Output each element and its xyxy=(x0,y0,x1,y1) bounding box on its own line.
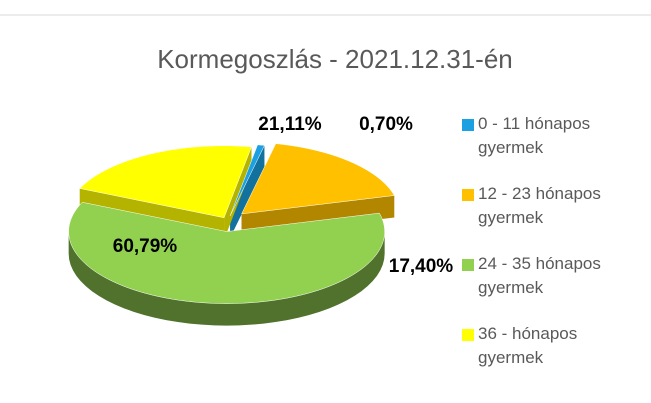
legend-item: 0 - 11 hónapos gyermek xyxy=(462,112,642,182)
chart-title: Kormegoszlás - 2021.12.31-én xyxy=(157,44,513,74)
legend-swatch xyxy=(462,259,474,271)
slice xyxy=(68,202,385,304)
legend: 0 - 11 hónapos gyermek 12 - 23 hónapos gy… xyxy=(462,112,642,392)
data-label: 0,70% xyxy=(359,114,413,135)
data-label: 60,79% xyxy=(113,236,178,257)
data-label: 21,11% xyxy=(258,114,321,135)
legend-label: 24 - 35 hónapos gyermek xyxy=(478,254,601,297)
legend-item: 12 - 23 hónapos gyermek xyxy=(462,182,642,252)
legend-label: 0 - 11 hónapos gyermek xyxy=(478,114,591,157)
slice xyxy=(79,145,252,219)
slice-side xyxy=(68,231,385,326)
legend-item: 36 - hónapos gyermek xyxy=(462,322,642,392)
legend-swatch xyxy=(462,119,474,131)
slice-wall xyxy=(230,145,265,238)
legend-swatch xyxy=(462,189,474,201)
legend-label: 12 - 23 hónapos gyermek xyxy=(478,184,601,227)
legend-swatch xyxy=(462,329,474,341)
slice-wall xyxy=(224,146,252,240)
data-label: 17,40% xyxy=(389,256,454,277)
slice xyxy=(229,144,265,216)
legend-item: 24 - 35 hónapos gyermek xyxy=(462,252,642,322)
legend-label: 36 - hónapos gyermek xyxy=(478,324,578,367)
slice xyxy=(241,143,395,215)
